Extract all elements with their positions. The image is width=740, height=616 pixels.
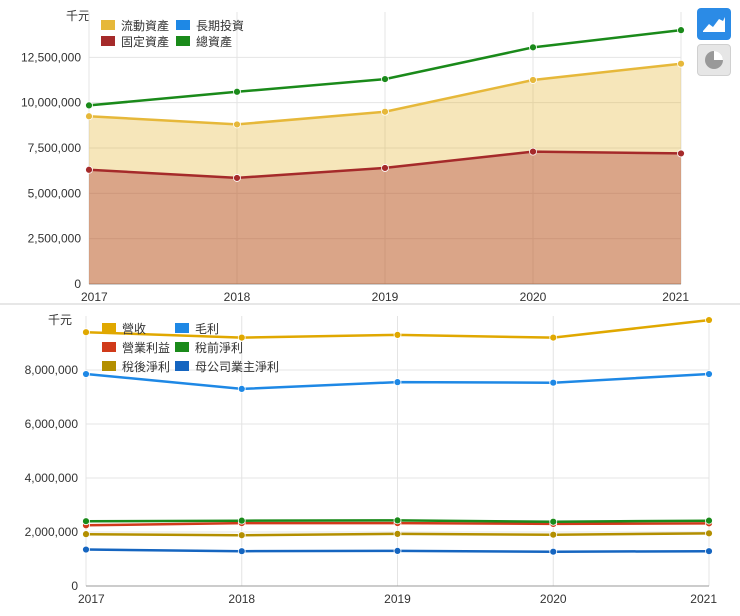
data-point xyxy=(677,149,685,158)
x-tick-label: 2020 xyxy=(520,290,547,304)
legend-swatch xyxy=(176,20,190,30)
data-point xyxy=(529,76,537,84)
legend-label: 稅前淨利 xyxy=(195,340,243,355)
x-tick-label: 2019 xyxy=(384,592,411,606)
data-point xyxy=(393,529,402,538)
pie-chart-button[interactable] xyxy=(697,44,731,76)
legend-label: 毛利 xyxy=(195,322,219,336)
line-chart-icon xyxy=(703,17,725,32)
data-point xyxy=(237,384,246,393)
data-point xyxy=(549,333,558,342)
data-point xyxy=(237,333,246,342)
y-tick-label: 2,000,000 xyxy=(25,525,79,539)
data-point xyxy=(705,529,713,538)
income-line-chart: 千元 0 2,000,000 4,000,000 6,000,000 8,000,000 2… xyxy=(25,313,718,606)
data-point xyxy=(549,547,558,556)
x-tick-label: 2021 xyxy=(690,592,717,606)
legend-label: 稅後淨利 xyxy=(122,360,170,374)
data-point xyxy=(393,378,402,387)
data-point xyxy=(82,370,90,378)
data-point xyxy=(85,112,93,121)
x-tick-label: 2021 xyxy=(662,290,689,304)
y-tick-label: 5,000,000 xyxy=(28,186,82,200)
y-tick-label: 6,000,000 xyxy=(25,417,79,431)
data-point xyxy=(85,165,93,174)
data-point xyxy=(381,75,389,83)
x-tick-label: 2019 xyxy=(372,290,399,304)
legend-label: 母公司業主淨利 xyxy=(195,360,279,374)
data-point xyxy=(237,516,246,525)
y-tick-label: 0 xyxy=(74,277,81,291)
legend-swatch xyxy=(101,20,115,30)
data-point xyxy=(549,517,558,526)
legend-swatch xyxy=(102,342,116,352)
data-point xyxy=(85,101,93,110)
series-area-fill xyxy=(89,63,681,285)
x-tick-label: 2020 xyxy=(540,592,567,606)
data-point xyxy=(381,107,389,116)
legend-swatch xyxy=(175,342,189,352)
y-tick-label: 7,500,000 xyxy=(28,141,82,155)
legend-label: 營收 xyxy=(122,322,146,336)
data-point xyxy=(233,87,241,96)
y-tick-label: 8,000,000 xyxy=(25,363,79,377)
line-chart-button[interactable] xyxy=(697,8,731,40)
y-unit-label: 千元 xyxy=(66,9,90,23)
data-point xyxy=(705,516,713,525)
data-point xyxy=(677,59,685,68)
legend-label: 總資產 xyxy=(196,34,232,49)
legend-swatch xyxy=(102,361,116,371)
data-point xyxy=(677,26,685,35)
x-tick-label: 2018 xyxy=(224,290,251,304)
data-point xyxy=(705,316,713,324)
legend-label: 營業利益 xyxy=(122,341,170,355)
y-tick-label: 4,000,000 xyxy=(25,471,79,485)
x-tick-label: 2018 xyxy=(228,592,255,606)
data-point xyxy=(529,43,537,52)
data-point xyxy=(82,530,90,539)
data-point xyxy=(393,547,402,555)
legend-swatch xyxy=(175,323,189,333)
data-point xyxy=(233,120,241,129)
pie-chart-icon xyxy=(705,51,723,69)
data-point xyxy=(381,164,389,172)
data-point xyxy=(393,516,402,525)
data-point xyxy=(393,330,402,339)
y-tick-label: 2,500,000 xyxy=(28,232,82,246)
series-area-fill xyxy=(89,151,681,284)
y-unit-label: 千元 xyxy=(48,313,72,327)
legend-swatch xyxy=(176,36,190,46)
legend-swatch xyxy=(175,361,189,371)
legend-label: 長期投資 xyxy=(196,18,244,33)
assets-area-chart: 千元 0 2,500,000 5,000,000 7,500,000 10,000,000… xyxy=(21,9,689,304)
data-point xyxy=(237,547,246,556)
data-point xyxy=(705,547,713,556)
legend-swatch xyxy=(101,36,115,46)
x-tick-label: 2017 xyxy=(81,290,108,304)
legend-label: 固定資產 xyxy=(121,34,169,49)
data-point xyxy=(233,174,241,182)
legend-label: 流動資產 xyxy=(121,18,169,33)
data-point xyxy=(237,531,246,540)
data-point xyxy=(82,545,90,554)
y-tick-label: 0 xyxy=(71,579,78,593)
y-tick-label: 12,500,000 xyxy=(21,50,81,64)
data-point xyxy=(705,370,713,378)
x-tick-label: 2017 xyxy=(78,592,105,606)
data-point xyxy=(549,378,558,387)
data-point xyxy=(82,328,90,337)
data-point xyxy=(529,147,537,156)
data-point xyxy=(82,517,90,526)
y-tick-label: 10,000,000 xyxy=(21,96,81,110)
legend-swatch xyxy=(102,323,116,333)
data-point xyxy=(549,530,558,539)
